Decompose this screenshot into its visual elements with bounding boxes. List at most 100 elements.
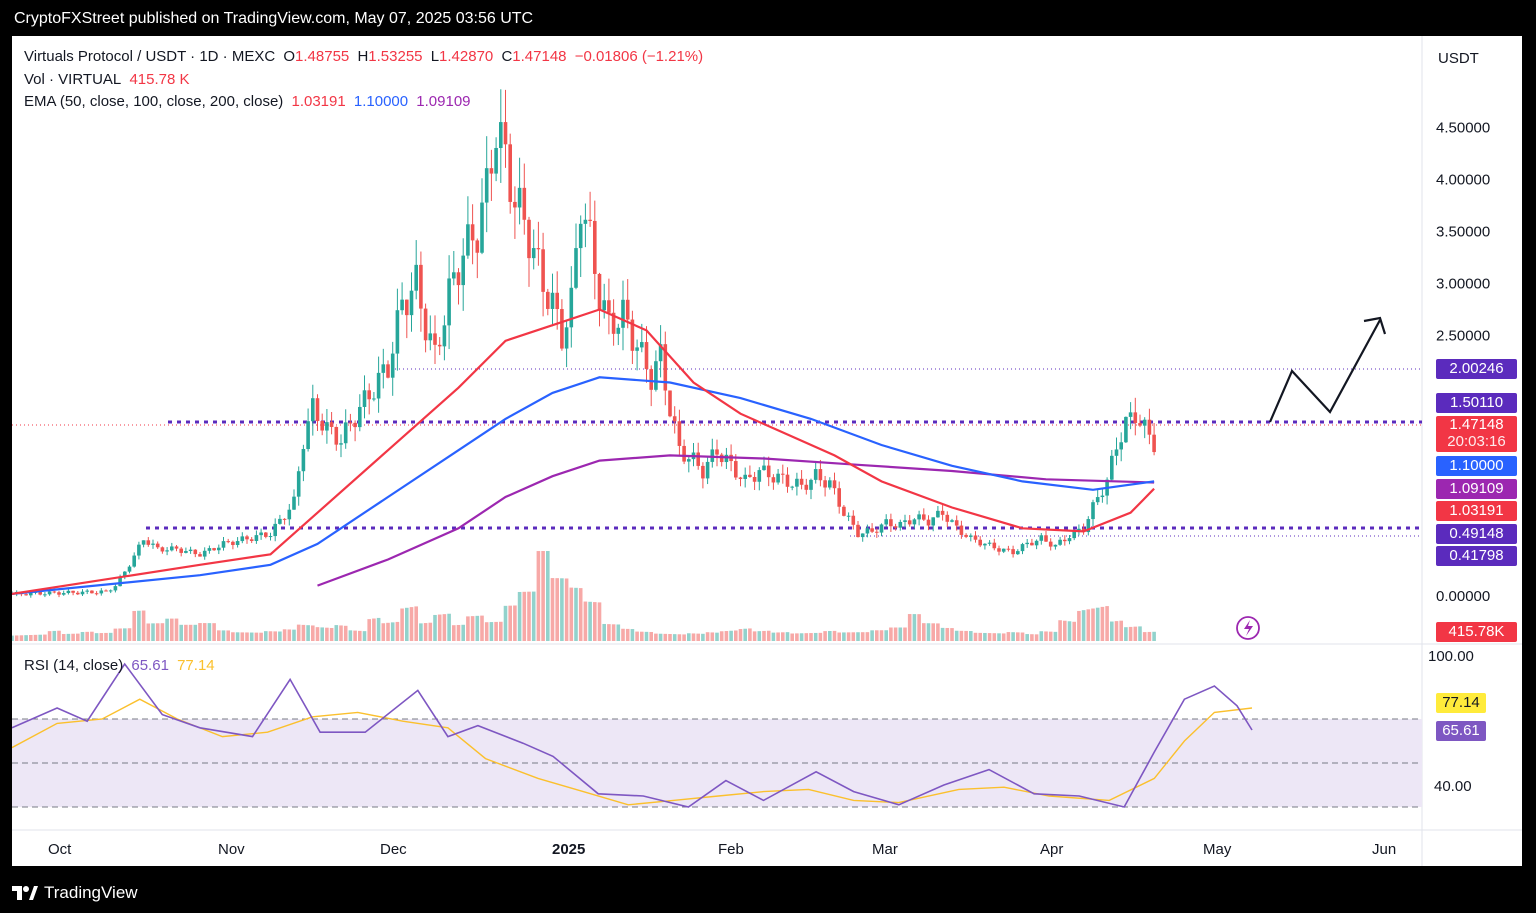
candle-body: [541, 249, 545, 292]
volume-bar: [828, 630, 832, 641]
candle-body: [442, 325, 447, 347]
candle-body: [409, 290, 414, 316]
candle-body: [705, 461, 710, 479]
volume-bar: [278, 631, 282, 641]
volume-bar: [1011, 632, 1015, 641]
volume-bar: [593, 602, 597, 641]
volume-label[interactable]: Vol · VIRTUAL: [24, 71, 122, 88]
volume-bar: [621, 628, 625, 641]
candle-body: [860, 533, 865, 538]
volume-bar: [108, 632, 113, 641]
volume-bar: [856, 632, 860, 641]
volume-bar: [611, 624, 616, 641]
volume-bar: [823, 631, 827, 641]
volume-bar: [484, 622, 489, 641]
candle-body: [47, 591, 52, 595]
candle-body: [301, 449, 306, 472]
close-label: C: [501, 48, 513, 65]
chart-panel[interactable]: 4.50000 4.00000 3.50000 3.00000 2.50000 0.000…: [10, 36, 1522, 866]
chart-svg[interactable]: 4.50000 4.00000 3.50000 3.00000 2.50000 0.000…: [10, 36, 1522, 866]
candle-body: [395, 310, 400, 354]
volume-bar: [90, 631, 94, 641]
volume-bar: [738, 629, 743, 641]
volume-bar: [292, 629, 296, 641]
candle-body: [245, 536, 249, 540]
volume-bar: [907, 614, 912, 641]
volume-bar: [766, 630, 771, 641]
volume-bar: [127, 628, 132, 641]
volume-bar: [954, 630, 959, 641]
volume-bar: [99, 633, 104, 641]
candle-body: [61, 593, 66, 595]
volume-bar: [597, 602, 602, 641]
candle-body: [423, 308, 428, 341]
volume-bar: [1086, 609, 1091, 641]
candle-body: [1100, 495, 1105, 498]
volume-bar: [33, 634, 38, 641]
candle-body: [343, 422, 348, 444]
tradingview-logo[interactable]: TradingView: [12, 883, 138, 903]
volume-bar: [334, 625, 339, 641]
volume-bar: [358, 630, 362, 641]
candle-body: [85, 590, 89, 592]
candle-body: [752, 476, 757, 482]
open-label: O: [283, 48, 296, 65]
low-value: 1.42870: [439, 48, 494, 65]
candle-body: [212, 548, 216, 551]
volume-bar: [395, 621, 400, 641]
ema100-line: [11, 376, 1155, 595]
currency-label[interactable]: USDT: [1438, 50, 1479, 67]
volume-bar: [1128, 626, 1133, 641]
volume-bar: [978, 632, 982, 641]
tag-ema100: 1.10000: [1436, 456, 1517, 476]
candle-body: [367, 390, 371, 400]
candle-body: [221, 541, 226, 548]
candle-body: [202, 550, 207, 557]
ema-label[interactable]: EMA (50, close, 100, close, 200, close): [24, 93, 284, 110]
tag-0.49148: 0.49148: [1436, 524, 1517, 544]
volume-bar: [743, 628, 747, 641]
time-tick-label: Nov: [218, 841, 245, 858]
rsi-label[interactable]: RSI (14, close): [24, 657, 124, 674]
time-tick-label: Oct: [48, 841, 72, 858]
price-axis[interactable]: 4.50000 4.00000 3.50000 3.00000 2.50000 0.000…: [1436, 119, 1490, 605]
candle-body: [127, 566, 132, 572]
volume-bar: [1133, 626, 1138, 641]
volume-bar: [959, 630, 964, 641]
volume-bar: [987, 633, 992, 641]
symbol-label[interactable]: Virtuals Protocol / USDT · 1D · MEXC: [24, 48, 276, 65]
volume-bar: [170, 618, 174, 641]
candle-body: [593, 220, 597, 274]
time-axis[interactable]: Oct Nov Dec 2025 Feb Mar Apr May Jun: [48, 841, 1396, 858]
candle-body: [969, 535, 973, 537]
candle-body: [564, 327, 569, 349]
volume-bar: [480, 615, 484, 641]
volume-bar: [1077, 610, 1081, 641]
volume-bar: [1067, 621, 1072, 641]
projection-arrow[interactable]: [1268, 319, 1381, 423]
candle-body: [762, 465, 766, 471]
candle-body: [452, 272, 456, 279]
tradingview-wordmark: TradingView: [44, 883, 138, 902]
candle-body: [433, 333, 437, 345]
candle-body: [217, 547, 221, 551]
volume-bar: [231, 632, 235, 641]
volume-bar: [691, 633, 696, 641]
candle-body: [992, 542, 997, 549]
volume-bar: [1100, 606, 1105, 641]
volume-bar: [635, 631, 639, 641]
volume-bar: [837, 632, 841, 641]
candle-body: [43, 594, 47, 596]
volume-bar: [517, 591, 522, 641]
candle-body: [1095, 497, 1100, 503]
volume-bar: [212, 623, 216, 641]
candle-body: [644, 342, 649, 370]
candle-body: [76, 592, 80, 595]
volume-bar: [729, 630, 733, 641]
volume-bar: [663, 633, 668, 641]
candle-body: [922, 514, 926, 520]
lightning-icon[interactable]: [1236, 616, 1260, 640]
candle-body: [160, 547, 165, 552]
candle-body: [625, 299, 630, 320]
volume-bar: [146, 623, 151, 641]
